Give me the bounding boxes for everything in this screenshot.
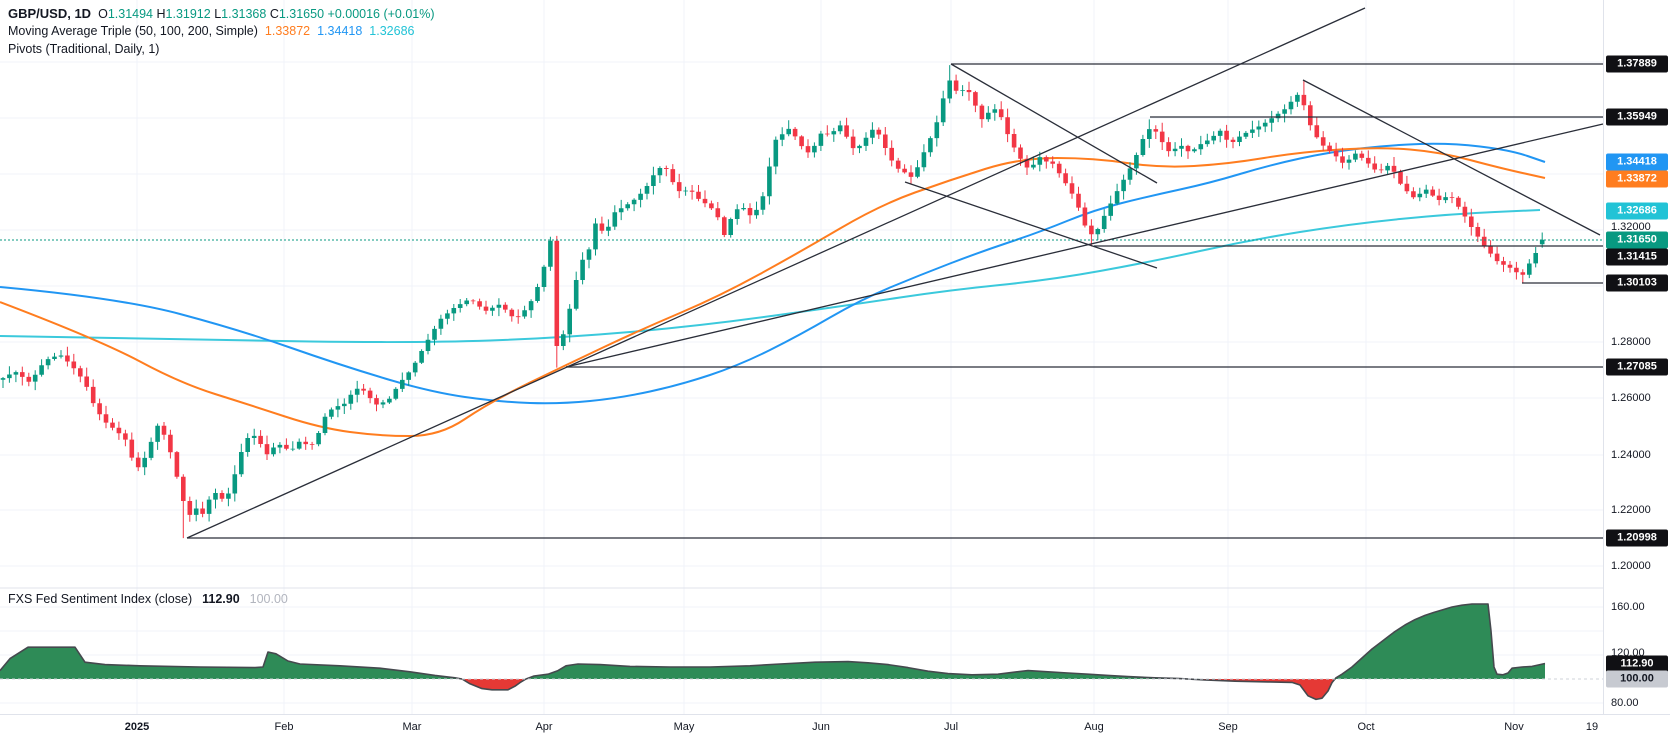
- sentiment-baseline-value: 100.00: [249, 592, 288, 606]
- price-label-chip: 1.37889: [1606, 55, 1668, 73]
- price-axis[interactable]: 1.37889 1.35949 1.34418 1.33872 1.32686 1.320…: [1603, 0, 1670, 714]
- time-label-19: 19: [1585, 721, 1599, 733]
- trend-line: [186, 7, 1366, 539]
- price-label-chip: 1.33872: [1606, 170, 1668, 188]
- time-label-oct: Oct: [1357, 721, 1375, 733]
- time-label-feb: Feb: [274, 721, 294, 733]
- price-label-chip: 1.31415: [1606, 248, 1668, 266]
- sentiment-label-tick: 80.00: [1611, 697, 1639, 709]
- price-label-chip: 1.31650: [1606, 231, 1668, 249]
- time-label-may: May: [673, 721, 695, 733]
- sentiment-label-chip: 100.00: [1606, 670, 1668, 688]
- time-label-nov: Nov: [1504, 721, 1524, 733]
- symbol-legend-row[interactable]: GBP/USD, 1D O1.31494 H1.31912 L1.31368 C…: [8, 6, 435, 24]
- ma100-line: [0, 142, 1546, 405]
- close-value: 1.31650: [278, 7, 325, 21]
- ma100-value: 1.34418: [317, 24, 363, 38]
- low-value: 1.31368: [221, 7, 267, 21]
- time-label-apr: Apr: [535, 721, 553, 733]
- price-label-tick: 1.32000: [1611, 221, 1651, 233]
- sentiment-area-negative: [0, 679, 1545, 700]
- price-label-tick: 1.28000: [1611, 336, 1651, 348]
- ma50-line: [0, 147, 1546, 438]
- close-letter: C: [269, 7, 279, 21]
- price-label-chip: 1.35949: [1606, 108, 1668, 126]
- ma200-value: 1.32686: [369, 24, 415, 38]
- low-letter: L: [214, 7, 222, 21]
- time-label-jul: Jul: [943, 721, 959, 733]
- price-label-tick: 1.22000: [1611, 504, 1651, 516]
- sentiment-value: 112.90: [202, 592, 240, 606]
- ma-legend-row[interactable]: Moving Average Triple (50, 100, 200, Sim…: [8, 24, 435, 42]
- time-label-aug: Aug: [1084, 721, 1104, 733]
- down-candle-wicks: [21, 74, 1524, 539]
- price-label-chip: 1.27085: [1606, 358, 1668, 376]
- trend-line: [950, 63, 1158, 184]
- sentiment-area-positive: [0, 604, 1545, 679]
- sentiment-label-tick: 160.00: [1611, 601, 1645, 613]
- pivots-legend-row[interactable]: Pivots (Traditional, Daily, 1): [8, 42, 435, 60]
- trend-line: [565, 123, 1604, 368]
- symbol-title[interactable]: GBP/USD, 1D: [8, 6, 92, 21]
- sentiment-indicator-label[interactable]: FXS Fed Sentiment Index (close): [8, 592, 193, 606]
- high-letter: H: [156, 7, 166, 21]
- sentiment-label-chip: 112.90: [1606, 655, 1668, 673]
- up-candle-bodies: [0, 80, 1545, 515]
- change-value: +0.00016 (+0.01%): [327, 7, 435, 21]
- ma-indicator-label[interactable]: Moving Average Triple (50, 100, 200, Sim…: [8, 24, 258, 38]
- price-label-chip: 1.20998: [1606, 529, 1668, 547]
- open-letter: O: [98, 7, 108, 21]
- price-label-tick: 1.24000: [1611, 449, 1651, 461]
- price-label-chip: 1.32686: [1606, 202, 1668, 220]
- trend-line: [904, 181, 1158, 269]
- pivots-indicator-label[interactable]: Pivots (Traditional, Daily, 1): [8, 42, 160, 56]
- price-label-tick: 1.26000: [1611, 392, 1651, 404]
- price-label-tick: 1.20000: [1611, 560, 1651, 572]
- sentiment-legend-row[interactable]: FXS Fed Sentiment Index (close) 112.90 1…: [8, 592, 288, 606]
- time-label-2025: 2025: [124, 721, 150, 733]
- price-label-chip: 1.34418: [1606, 153, 1668, 171]
- time-label-sep: Sep: [1218, 721, 1238, 733]
- time-label-mar: Mar: [402, 721, 422, 733]
- sentiment-line: [0, 603, 1546, 701]
- symbol-legend: GBP/USD, 1D O1.31494 H1.31912 L1.31368 C…: [8, 6, 435, 60]
- time-label-jun: Jun: [812, 721, 830, 733]
- high-value: 1.31912: [165, 7, 211, 21]
- ohlc-values: O1.31494 H1.31912 L1.31368 C1.31650 +0.0…: [98, 7, 434, 21]
- trend-line: [1302, 79, 1601, 236]
- price-label-chip: 1.30103: [1606, 274, 1668, 292]
- up-candle-wicks: [2, 65, 1543, 522]
- ma50-value: 1.33872: [264, 24, 311, 38]
- time-axis[interactable]: 2025 Feb Mar Apr May Jun Jul Aug Sep Oct Nov 19: [0, 714, 1670, 742]
- ma200-line: [0, 209, 1541, 344]
- open-value: 1.31494: [107, 7, 153, 21]
